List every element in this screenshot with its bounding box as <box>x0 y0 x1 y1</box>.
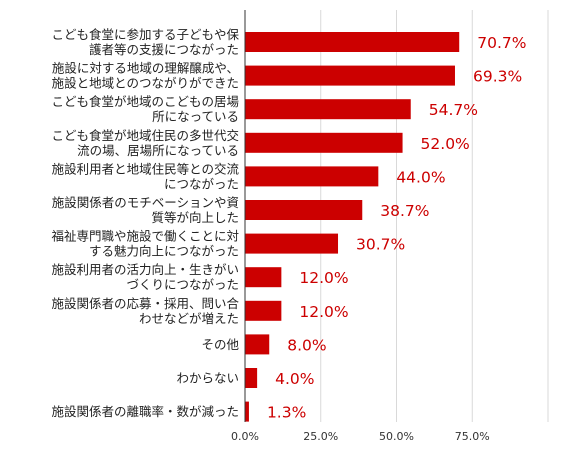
x-tick-label: 0.0% <box>231 430 259 443</box>
bar <box>245 99 411 120</box>
category-label: 施設に対する地域の理解醸成や、 <box>52 61 239 76</box>
category-label: こども食堂が地域住民の多世代交 <box>51 128 239 143</box>
bar-value-label: 70.7% <box>477 34 526 52</box>
bar-value-label: 69.3% <box>473 68 522 86</box>
category-label: 流の場、居場所になっている <box>77 143 239 158</box>
bar-value-label: 12.0% <box>299 269 348 287</box>
category-label: 施設関係者の離職率・数が減った <box>51 404 239 419</box>
category-label: 施設関係者の応募・採用、問い合 <box>51 296 239 311</box>
bar-value-label: 12.0% <box>299 303 348 321</box>
category-label: 施設と地域とのつながりができた <box>52 76 239 91</box>
bar-value-label: 8.0% <box>287 336 326 354</box>
bar <box>245 334 270 355</box>
category-label: こども食堂に参加する子どもや保 <box>51 27 239 42</box>
bar <box>245 32 460 52</box>
category-label: わからない <box>176 371 239 386</box>
bar <box>245 166 379 187</box>
bar <box>245 65 455 86</box>
bar <box>245 200 363 220</box>
x-tick-label: 75.0% <box>455 430 490 443</box>
category-label: 施設関係者のモチベーションや資 <box>52 195 239 210</box>
x-tick-label: 25.0% <box>303 430 338 443</box>
category-label: 施設利用者と地域住民等との交流 <box>52 161 240 176</box>
category-label: 福祉専門職や施設で働くことに対 <box>51 229 239 244</box>
bar <box>245 132 403 153</box>
category-label: わせなどが増えた <box>139 311 239 326</box>
category-label: につながった <box>164 176 239 191</box>
bar-value-label: 30.7% <box>356 236 405 254</box>
bar <box>245 300 282 321</box>
bar <box>245 401 249 422</box>
category-label: その他 <box>201 337 239 352</box>
category-label: 護者等の支援につながった <box>89 42 239 57</box>
bar-value-label: 54.7% <box>429 101 478 119</box>
bar <box>245 368 258 388</box>
bar-value-label: 1.3% <box>267 404 306 422</box>
category-label: 所になっている <box>152 109 239 124</box>
category-label: づくりにつながった <box>126 277 239 292</box>
bar <box>245 233 339 254</box>
category-label: する魅力向上につながった <box>89 244 239 259</box>
bar-value-label: 38.7% <box>380 202 429 220</box>
category-label: こども食堂が地域のこどもの居場 <box>51 94 239 109</box>
bar-value-label: 4.0% <box>275 370 314 388</box>
bar <box>245 267 282 288</box>
category-label: 質等が向上した <box>151 210 239 225</box>
x-tick-label: 50.0% <box>379 430 414 443</box>
bar-value-label: 52.0% <box>421 135 470 153</box>
bar-value-label: 44.0% <box>396 168 445 186</box>
category-label: 施設利用者の活力向上・生きがい <box>51 262 239 277</box>
